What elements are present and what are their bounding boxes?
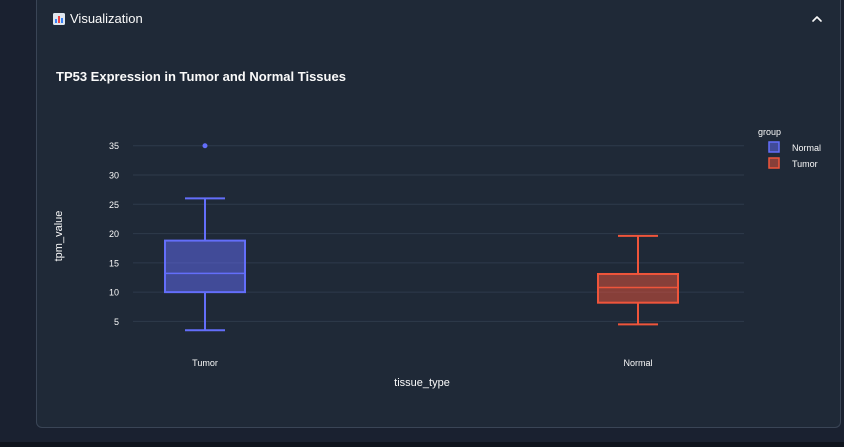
outlier-point <box>202 143 208 149</box>
expander-header[interactable]: Visualization <box>37 0 840 38</box>
legend-label: Normal <box>792 143 821 153</box>
x-axis-label: tissue_type <box>394 377 450 389</box>
expander-title: Visualization <box>70 11 143 26</box>
boxes <box>164 143 679 332</box>
y-tick-label: 10 <box>109 288 119 298</box>
legend-swatch <box>768 157 780 169</box>
iqr-box <box>597 272 679 304</box>
y-tick-label: 25 <box>109 200 119 210</box>
box-plot: 5 10 15 20 25 30 35 Tumor Normal tpm_value tissu… <box>53 127 821 389</box>
legend: group Normal Tumor <box>758 127 821 169</box>
box-normal <box>164 143 246 332</box>
box-tumor <box>597 234 679 326</box>
y-tick-label: 20 <box>109 229 119 239</box>
tick-labels: 5 10 15 20 25 30 35 Tumor Normal <box>109 141 653 368</box>
gridlines <box>133 145 744 322</box>
iqr-box <box>164 239 246 294</box>
legend-swatch <box>768 141 780 153</box>
y-tick-label: 35 <box>109 141 119 151</box>
y-tick-label: 15 <box>109 258 119 268</box>
chart-title: TP53 Expression in Tumor and Normal Tiss… <box>56 69 346 84</box>
bottom-strip <box>0 442 844 447</box>
visualization-expander: Visualization TP53 Expression in Tumor a… <box>36 0 841 428</box>
legend-title: group <box>758 127 781 137</box>
chevron-up-icon[interactable] <box>810 12 824 26</box>
x-tick-label: Tumor <box>192 358 218 368</box>
y-tick-label: 5 <box>114 317 119 327</box>
x-tick-label: Normal <box>623 358 652 368</box>
y-tick-label: 30 <box>109 171 119 181</box>
y-axis-label: tpm_value <box>53 211 65 262</box>
legend-label: Tumor <box>792 159 818 169</box>
bar-chart-icon <box>53 13 65 25</box>
